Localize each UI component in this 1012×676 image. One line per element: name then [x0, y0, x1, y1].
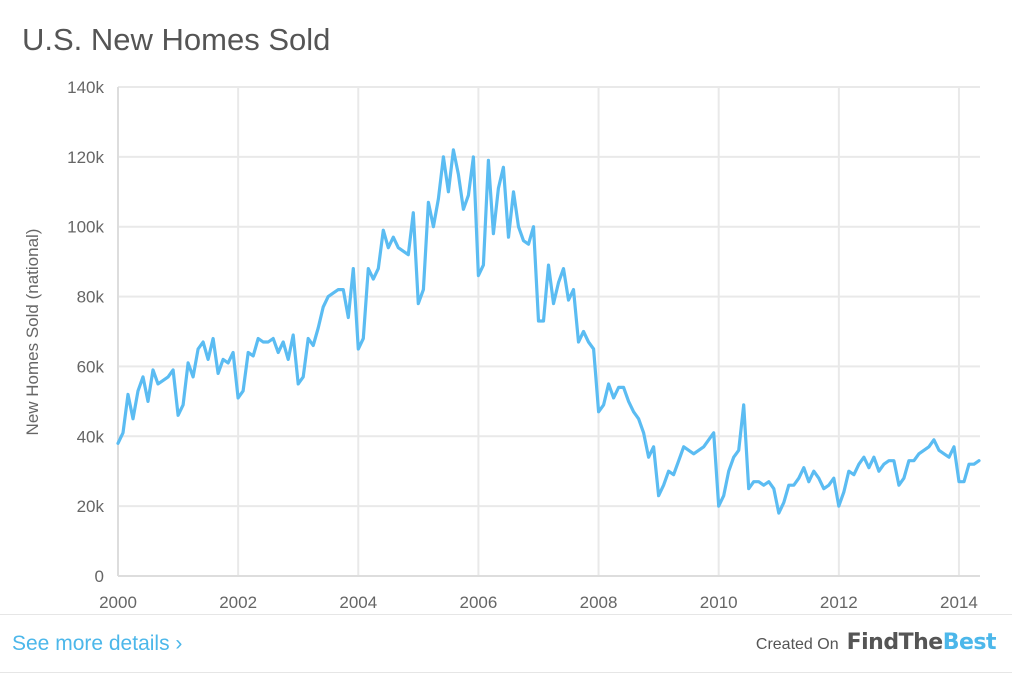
x-tick-label: 2002	[219, 593, 257, 612]
y-axis-label: New Homes Sold (national)	[23, 229, 42, 436]
series-line-new-homes-sold	[116, 148, 981, 515]
x-tick-label: 2010	[700, 593, 738, 612]
y-tick-label: 80k	[77, 288, 105, 307]
grid-lines	[118, 86, 980, 576]
x-tick-label: 2014	[940, 593, 978, 612]
y-tick-label: 60k	[77, 357, 105, 376]
chart-title: U.S. New Homes Sold	[22, 22, 331, 57]
x-tick-label: 2008	[580, 593, 618, 612]
y-tick-label: 140k	[67, 78, 104, 97]
y-tick-labels: 0 20k 40k 60k 80k 100k 120k 140k	[67, 78, 104, 586]
y-tick-label: 20k	[77, 497, 105, 516]
y-tick-label: 40k	[77, 427, 105, 446]
y-tick-label: 120k	[67, 148, 104, 167]
footer-bottom-divider	[0, 672, 1012, 673]
created-on-label: Created On	[755, 636, 839, 653]
y-tick-label: 100k	[67, 218, 104, 237]
data-points	[118, 150, 979, 513]
findthebest-logo[interactable]: FindTheBest	[846, 630, 997, 655]
x-tick-label: 2006	[460, 593, 498, 612]
brand-text-findthe: FindThe	[846, 630, 944, 655]
x-tick-label: 2004	[339, 593, 377, 612]
x-tick-label: 2000	[99, 593, 137, 612]
footer-divider	[0, 614, 1012, 615]
brand-text-best: Best	[942, 630, 997, 655]
created-on-attribution[interactable]: Created On FindTheBest	[755, 630, 997, 655]
axes	[117, 87, 980, 577]
see-more-details-link[interactable]: See more details ›	[12, 632, 183, 655]
x-tick-labels: 2000 2002 2004 2006 2008 2010 2012 2014	[99, 593, 978, 612]
y-tick-label: 0	[95, 567, 104, 586]
x-tick-label: 2012	[820, 593, 858, 612]
